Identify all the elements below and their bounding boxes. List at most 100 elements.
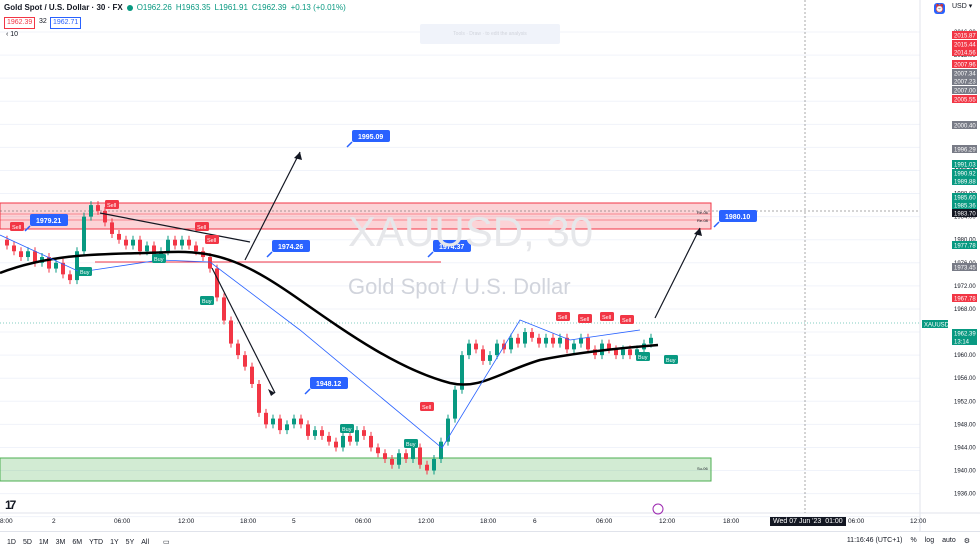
bid-price[interactable]: 1962.39	[4, 17, 36, 29]
timeframe-1y[interactable]: 1Y	[110, 538, 119, 546]
symbol-title[interactable]: Gold Spot / U.S. Dollar · 30 · FX	[4, 3, 123, 12]
price-axis-label-bg	[952, 48, 977, 56]
signal-text: Sell	[422, 405, 431, 411]
candle-body	[278, 418, 282, 431]
target-label-text: 1979.21	[36, 218, 61, 225]
price-axis-label-bg	[952, 241, 977, 249]
candle-body	[68, 274, 72, 281]
signal-box	[78, 267, 92, 276]
price-axis-label: 1996.29	[952, 145, 977, 154]
candle-body	[579, 337, 583, 344]
time-tick: 2	[52, 518, 56, 525]
candle-body	[453, 389, 457, 419]
price-axis-label-bg	[952, 169, 977, 177]
signal-box	[10, 222, 24, 231]
alert-icon[interactable]: ⏰	[934, 3, 945, 14]
candle-body	[418, 447, 422, 465]
settings-icon[interactable]: ⚙	[963, 538, 970, 545]
date-range-icon[interactable]: ▭	[163, 539, 170, 546]
sell-signal: Sell	[420, 402, 434, 411]
price-axis-label: 2007.00	[952, 86, 977, 95]
price-tick: 1968.00	[954, 307, 976, 313]
price-tick: 1980.00	[954, 238, 976, 244]
price-axis-label: 1983.70	[952, 209, 977, 218]
sell-signal: Sell	[10, 222, 24, 231]
signal-text: Buy	[638, 355, 648, 361]
target-label-box	[352, 130, 390, 142]
candle-body	[558, 337, 562, 344]
price-axis-label-text: 1985.36	[954, 204, 976, 210]
open-value: O1962.26	[136, 3, 172, 12]
price-axis-label: 1962.39	[952, 329, 977, 338]
target-label-box	[433, 240, 471, 252]
target-label-text: 1974.37	[439, 244, 464, 251]
signal-box	[152, 254, 166, 263]
candle-body	[250, 366, 254, 384]
price-axis-label-text: 2007.23	[954, 80, 976, 86]
candle-body	[75, 251, 79, 281]
price-axis-label-bg	[952, 263, 977, 271]
target-label-text: 1980.10	[725, 214, 750, 221]
price-axis-label-text: 1977.78	[954, 244, 976, 250]
price-axis-label-text: 2014.56	[954, 51, 976, 57]
buy-signal: Buy	[340, 424, 354, 433]
timeframe-5d[interactable]: 5D	[22, 538, 32, 546]
price-axis-label: 1977.78	[952, 241, 977, 250]
currency-selector[interactable]: USD ▾	[952, 3, 973, 10]
auto-toggle[interactable]: auto	[942, 537, 956, 544]
price-axis-label: 1989.88	[952, 177, 977, 186]
target-label-box	[30, 214, 68, 226]
price-axis-label-text: 1983.70	[954, 212, 976, 218]
candle-body	[551, 337, 555, 344]
projection-arrow	[211, 267, 276, 394]
percent-toggle[interactable]: %	[910, 537, 917, 544]
target-label: 1979.21	[24, 214, 68, 232]
time-tick: 6	[533, 518, 537, 525]
price-axis-label-text: 13:14	[954, 340, 970, 346]
timeframe-ytd[interactable]: YTD	[89, 538, 104, 546]
time-tick: 06:00	[114, 518, 131, 525]
timeframe-1d[interactable]: 1D	[7, 538, 16, 546]
projection-arrow	[244, 151, 301, 261]
timeframe-6m[interactable]: 6M	[72, 538, 83, 546]
zone-tag: Re-08	[697, 218, 709, 223]
timeframe-1m[interactable]: 1M	[38, 538, 49, 546]
buy-signal: Buy	[152, 254, 166, 263]
candle-body	[82, 216, 86, 252]
target-label-pointer	[304, 388, 311, 395]
candle-body	[607, 343, 611, 350]
price-tick: 1948.00	[954, 422, 976, 428]
indicator-legend[interactable]: ‹ 10	[6, 31, 19, 38]
timeframe-all[interactable]: All	[141, 538, 150, 546]
tradingview-logo-icon[interactable]: 17	[5, 498, 16, 512]
signal-text: Sell	[558, 315, 567, 321]
candle-body	[145, 245, 149, 252]
candle-body	[488, 355, 492, 361]
price-tick: 1972.00	[954, 284, 976, 290]
candles	[5, 201, 653, 475]
buy-signal: Buy	[636, 352, 650, 361]
clock-display[interactable]: 11:16:46 (UTC+1)	[846, 537, 903, 544]
timeframe-5y[interactable]: 5Y	[125, 538, 135, 546]
candle-body	[327, 435, 331, 442]
ask-price[interactable]: 1962.71	[50, 17, 82, 29]
candle-body	[362, 430, 366, 436]
log-toggle[interactable]: log	[924, 537, 935, 544]
buy-signal: Buy	[200, 296, 214, 305]
price-axis-label-bg	[952, 201, 977, 209]
buy-signal: Buy	[404, 439, 418, 448]
price-axis-label: 1967.78	[952, 294, 977, 303]
signal-box	[200, 296, 214, 305]
price-axis-label-bg	[952, 329, 977, 337]
timeframe-3m[interactable]: 3M	[55, 538, 66, 546]
price-axis-label-bg	[952, 145, 977, 153]
candle-body	[481, 349, 485, 361]
time-tick: 5	[292, 518, 296, 525]
sell-signal: Sell	[556, 312, 570, 321]
change-value: +0.13 (+0.01%)	[290, 3, 346, 12]
time-tick: 8:00	[0, 518, 13, 525]
candle-body	[544, 337, 548, 344]
candle-body	[628, 349, 632, 356]
signal-box	[620, 315, 634, 324]
